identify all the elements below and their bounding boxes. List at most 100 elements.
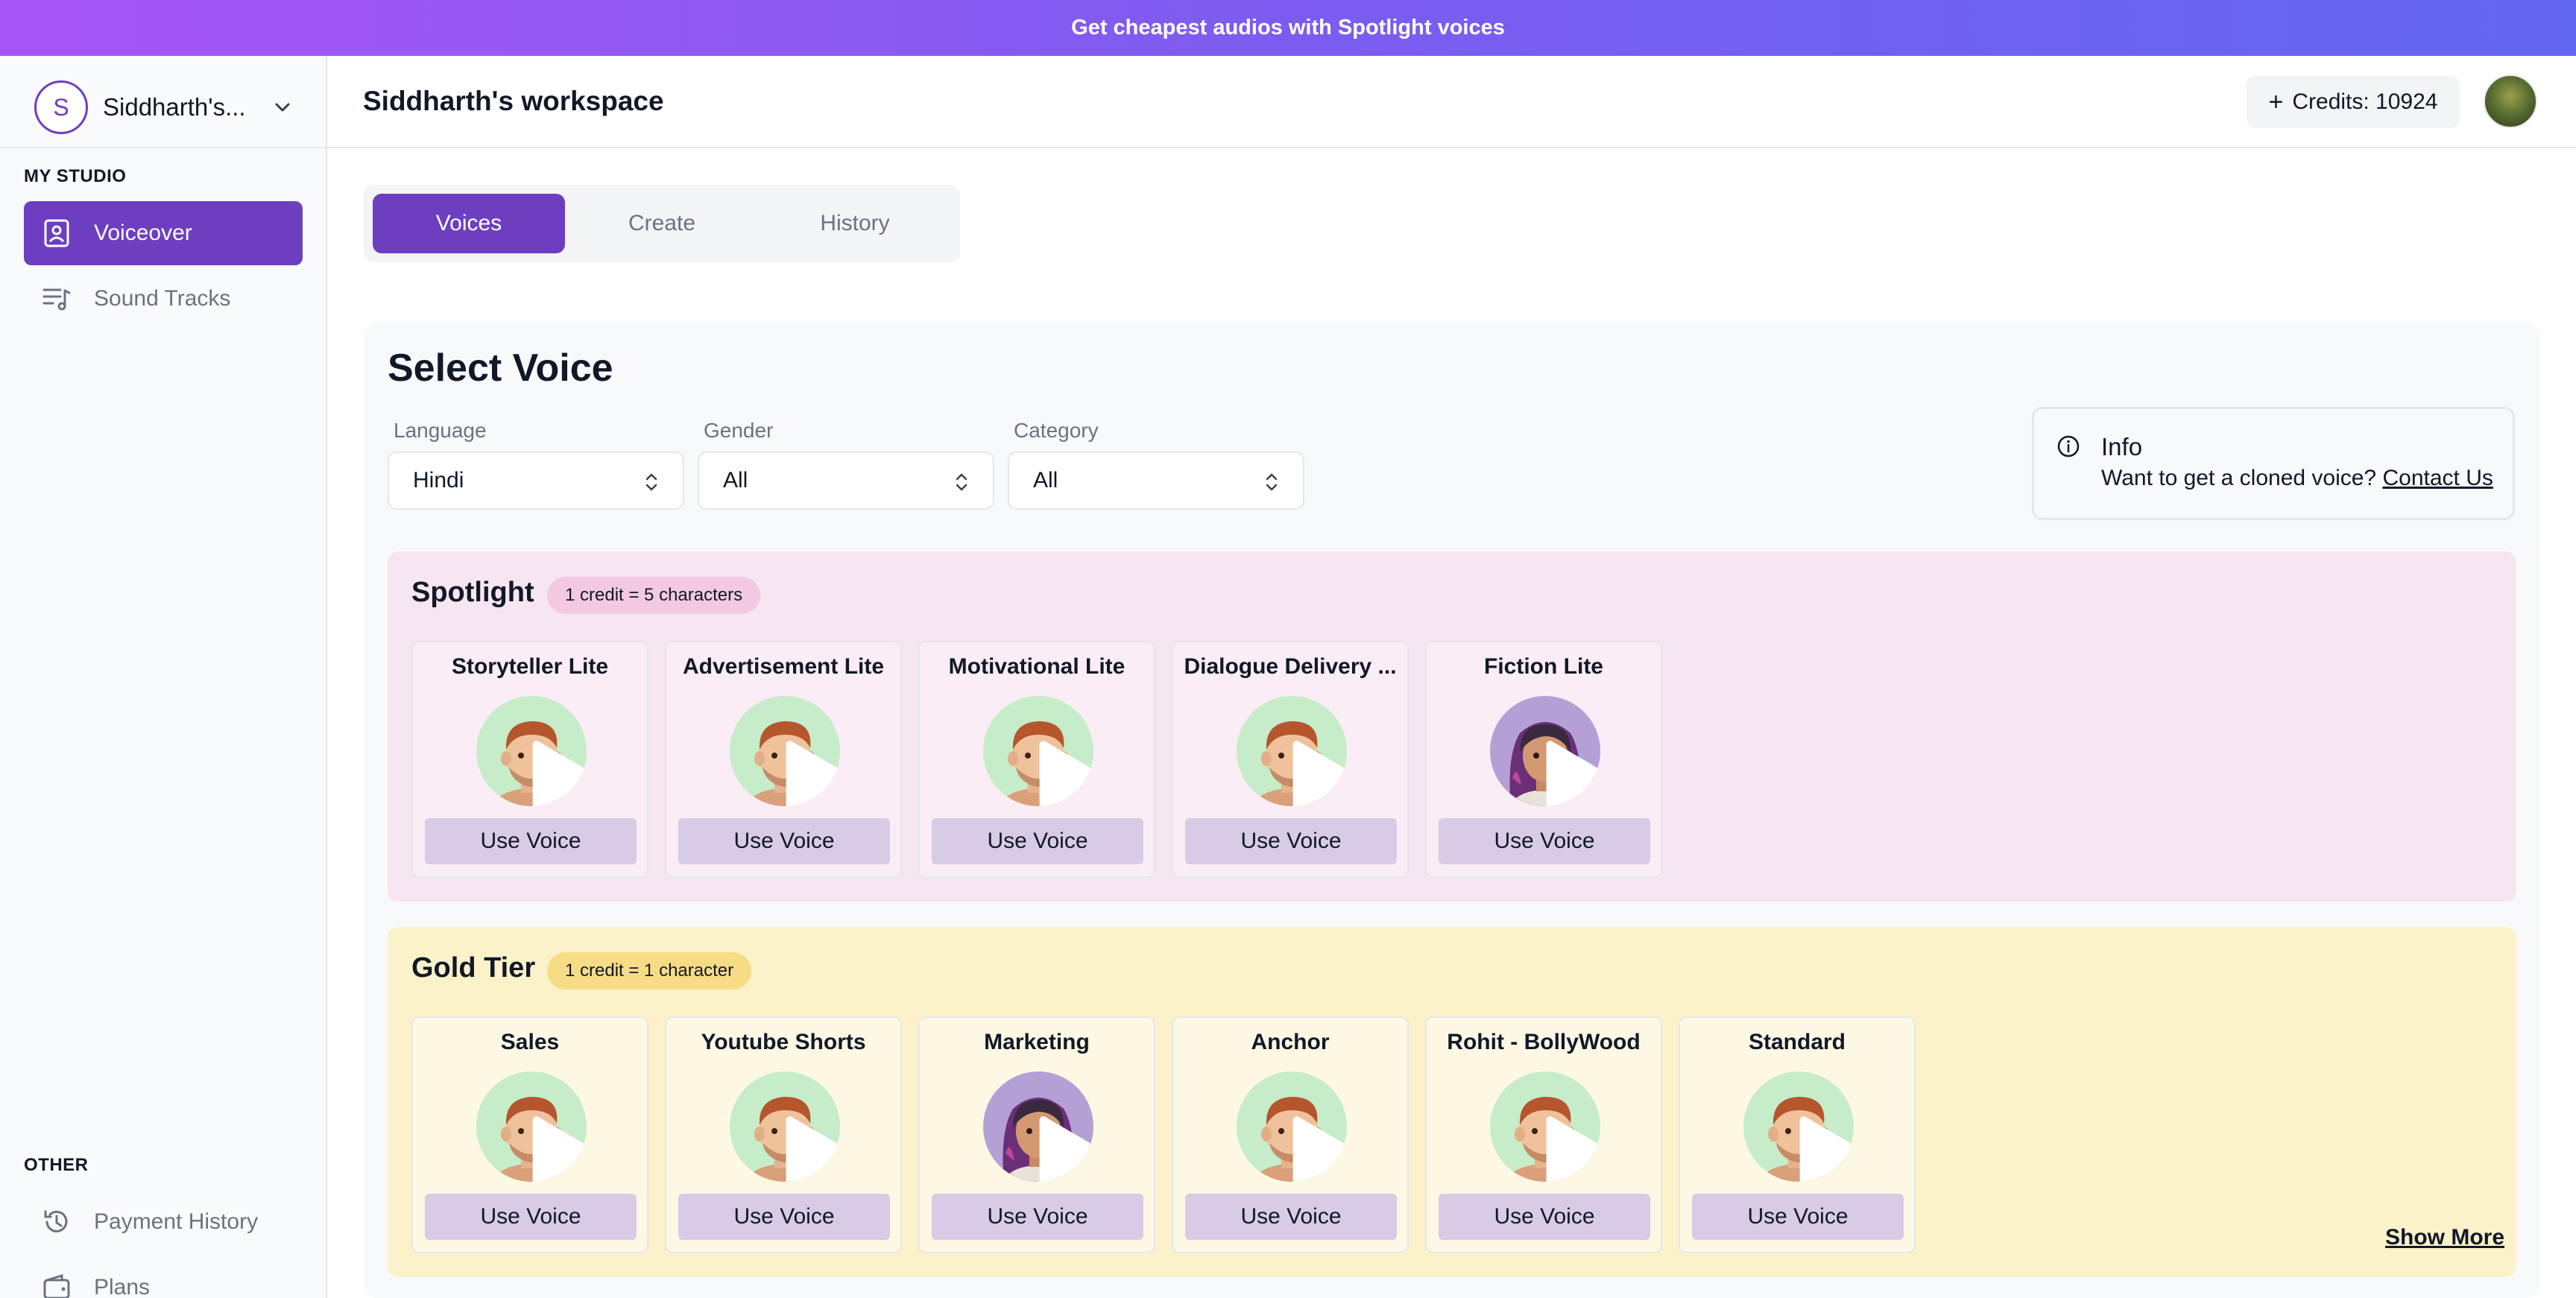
voice-avatar[interactable] [983, 1071, 1093, 1182]
voice-avatar[interactable] [1743, 1071, 1854, 1182]
use-voice-button[interactable]: Use Voice [1439, 1194, 1650, 1240]
sidebar-item-label: Voiceover [94, 221, 192, 245]
filter-label: Category [1014, 419, 1099, 442]
play-icon[interactable] [1270, 729, 1347, 806]
sidebar: S Siddharth's... MY STUDIO Voiceover Sou… [0, 56, 327, 1298]
user-avatar[interactable] [2484, 75, 2537, 128]
chevron-updown-icon [645, 473, 657, 491]
gender-select[interactable]: All [698, 452, 994, 510]
voice-name: Fiction Lite [1484, 654, 1603, 679]
show-more-link[interactable]: Show More [2385, 1225, 2505, 1250]
play-icon[interactable] [1524, 1105, 1600, 1182]
voice-avatar[interactable] [1490, 1071, 1600, 1182]
page-title: Siddharth's workspace [363, 86, 664, 116]
language-filter: Language Hindi [388, 419, 684, 510]
voice-card: Advertisement Lite Use Voice [665, 641, 902, 878]
voice-card: Dialogue Delivery ... Use Voice [1172, 641, 1409, 878]
voice-name: Dialogue Delivery ... [1184, 654, 1397, 679]
voice-avatar[interactable] [730, 696, 840, 806]
spotlight-tier: Spotlight 1 credit = 5 characters Storyt… [388, 551, 2516, 902]
promo-banner[interactable]: Get cheapest audios with Spotlight voice… [0, 0, 2576, 56]
chevron-down-icon [273, 98, 292, 117]
info-icon [2057, 435, 2080, 458]
filter-label: Language [394, 419, 487, 442]
sidebar-item-label: Sound Tracks [94, 286, 231, 311]
select-voice-title: Select Voice [388, 346, 613, 390]
play-icon[interactable] [763, 729, 840, 806]
voice-name: Advertisement Lite [682, 654, 885, 679]
category-select[interactable]: All [1008, 452, 1304, 510]
filter-value: All [723, 468, 748, 493]
voice-card: Motivational Lite Use Voice [918, 641, 1155, 878]
select-voice-panel: Select Voice Language Hindi Gender All C… [364, 322, 2540, 1298]
play-icon[interactable] [1777, 1105, 1854, 1182]
filter-value: All [1033, 468, 1058, 493]
section-label-my-studio: MY STUDIO [24, 166, 127, 186]
voice-avatar[interactable] [1490, 696, 1600, 806]
sidebar-item-sound-tracks[interactable]: Sound Tracks [24, 267, 303, 331]
voice-card: Marketing Use Voice [918, 1016, 1155, 1253]
voice-avatar[interactable] [476, 696, 587, 806]
section-label-other: OTHER [24, 1155, 89, 1175]
voice-avatar[interactable] [983, 696, 1093, 806]
play-icon[interactable] [763, 1105, 840, 1182]
play-icon[interactable] [1524, 729, 1600, 806]
voice-name: Sales [500, 1030, 560, 1054]
sidebar-item-payment-history[interactable]: Payment History [24, 1190, 303, 1254]
voiceover-icon [42, 218, 72, 248]
use-voice-button[interactable]: Use Voice [678, 1194, 890, 1240]
play-icon[interactable] [1017, 729, 1093, 806]
info-title: Info [2101, 433, 2143, 460]
voice-name: Standard [1748, 1030, 1846, 1054]
gold-tier: Gold Tier 1 credit = 1 character Sales Us… [388, 927, 2516, 1277]
use-voice-button[interactable]: Use Voice [932, 1194, 1143, 1240]
workspace-name: Siddharth's... [103, 93, 246, 121]
use-voice-button[interactable]: Use Voice [932, 818, 1143, 864]
use-voice-button[interactable]: Use Voice [1439, 818, 1650, 864]
play-icon[interactable] [510, 729, 587, 806]
play-icon[interactable] [1270, 1105, 1347, 1182]
use-voice-button[interactable]: Use Voice [1692, 1194, 1904, 1240]
tab-voices[interactable]: Voices [373, 194, 565, 253]
sound-tracks-icon [42, 284, 72, 314]
use-voice-button[interactable]: Use Voice [425, 818, 637, 864]
use-voice-button[interactable]: Use Voice [1185, 818, 1397, 864]
play-icon[interactable] [510, 1105, 587, 1182]
filter-label: Gender [704, 419, 774, 442]
voiceover-tabs: Voices Create History [364, 185, 960, 262]
voice-card: Youtube Shorts Use Voice [665, 1016, 902, 1253]
voice-avatar[interactable] [730, 1071, 840, 1182]
plus-icon: + [2268, 87, 2284, 116]
tab-create[interactable]: Create [628, 211, 696, 235]
use-voice-button[interactable]: Use Voice [1185, 1194, 1397, 1240]
use-voice-button[interactable]: Use Voice [425, 1194, 637, 1240]
chevron-updown-icon [956, 473, 967, 491]
info-box: Info Want to get a cloned voice? Contact… [2032, 407, 2515, 520]
voice-avatar[interactable] [1237, 1071, 1347, 1182]
voice-card: Storyteller Lite Use Voice [411, 641, 648, 878]
play-icon[interactable] [1017, 1105, 1093, 1182]
voice-avatar[interactable] [1237, 696, 1347, 806]
voice-name: Storyteller Lite [451, 654, 609, 679]
category-filter: Category All [1008, 419, 1304, 510]
voice-name: Youtube Shorts [701, 1030, 866, 1054]
sidebar-item-voiceover[interactable]: Voiceover [24, 201, 303, 265]
voice-avatar[interactable] [476, 1071, 587, 1182]
gender-filter: Gender All [698, 419, 994, 510]
workspace-switcher[interactable]: S Siddharth's... [34, 74, 303, 141]
credits-label: Credits: 10924 [2292, 89, 2438, 114]
voice-card: Anchor Use Voice [1172, 1016, 1409, 1253]
credits-button[interactable]: + Credits: 10924 [2247, 76, 2460, 128]
voice-card: Rohit - BollyWood Use Voice [1425, 1016, 1662, 1253]
sidebar-item-plans[interactable]: Plans [24, 1256, 303, 1298]
language-select[interactable]: Hindi [388, 452, 684, 510]
voice-card: Fiction Lite Use Voice [1425, 641, 1662, 878]
use-voice-button[interactable]: Use Voice [678, 818, 890, 864]
tier-title: Spotlight [411, 577, 534, 608]
chevron-updown-icon [1266, 473, 1278, 491]
voice-name: Rohit - BollyWood [1447, 1030, 1641, 1054]
contact-us-link[interactable]: Contact Us [2382, 466, 2493, 490]
tab-history[interactable]: History [820, 211, 890, 235]
tier-title: Gold Tier [411, 952, 536, 984]
voice-name: Motivational Lite [948, 654, 1126, 679]
